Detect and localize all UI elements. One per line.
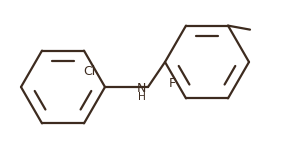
Text: H: H — [138, 92, 146, 102]
Text: F: F — [169, 77, 176, 90]
Text: Cl: Cl — [83, 65, 95, 78]
Text: N: N — [137, 81, 146, 95]
